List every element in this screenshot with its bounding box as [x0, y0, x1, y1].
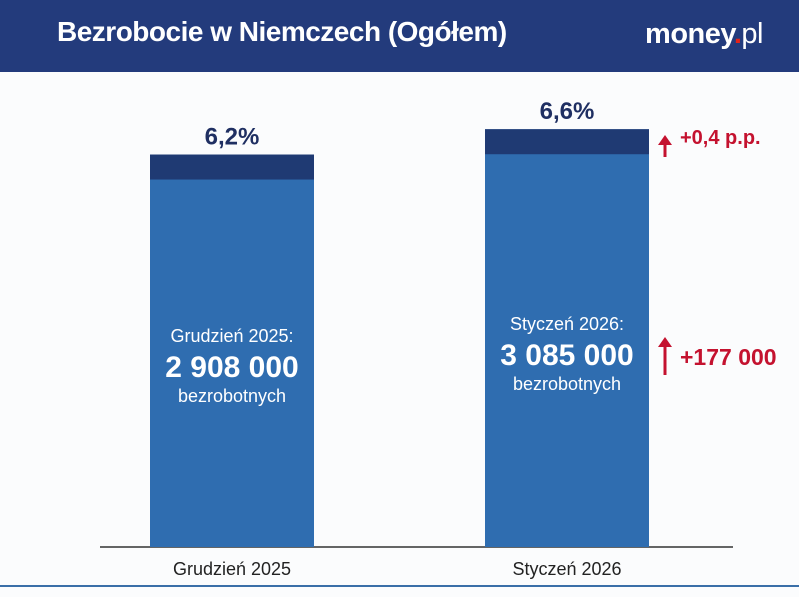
bar-top-band-2	[485, 129, 649, 155]
bar-suffix-label-2: bezrobotnych	[513, 374, 621, 394]
delta-label-1: +0,4 p.p.	[680, 127, 761, 149]
category-label-2: Styczeń 2026	[512, 559, 621, 579]
bar-1	[150, 154, 314, 548]
value-label-1: 6,2%	[205, 124, 260, 151]
arrow-up-icon-head	[658, 135, 672, 145]
arrow-up-icon-head	[658, 337, 672, 347]
money-pl-logo: money.pl	[645, 18, 763, 50]
bar-period-label-1: Grudzień 2025:	[170, 326, 293, 346]
category-label-1: Grudzień 2025	[173, 559, 291, 579]
bar-2	[485, 129, 649, 547]
bar-count-label-2: 3 085 000	[500, 339, 633, 372]
bar-top-band-1	[150, 154, 314, 180]
value-label-2: 6,6%	[540, 98, 595, 125]
bar-count-label-1: 2 908 000	[165, 351, 298, 384]
bar-period-label-2: Styczeń 2026:	[510, 314, 624, 334]
bar-suffix-label-1: bezrobotnych	[178, 386, 286, 406]
header-banner: Bezrobocie w Niemczech (Ogółem) money.pl	[0, 0, 799, 72]
delta-label-2: +177 000	[680, 344, 777, 370]
chart-title: Bezrobocie w Niemczech (Ogółem)	[57, 16, 507, 47]
